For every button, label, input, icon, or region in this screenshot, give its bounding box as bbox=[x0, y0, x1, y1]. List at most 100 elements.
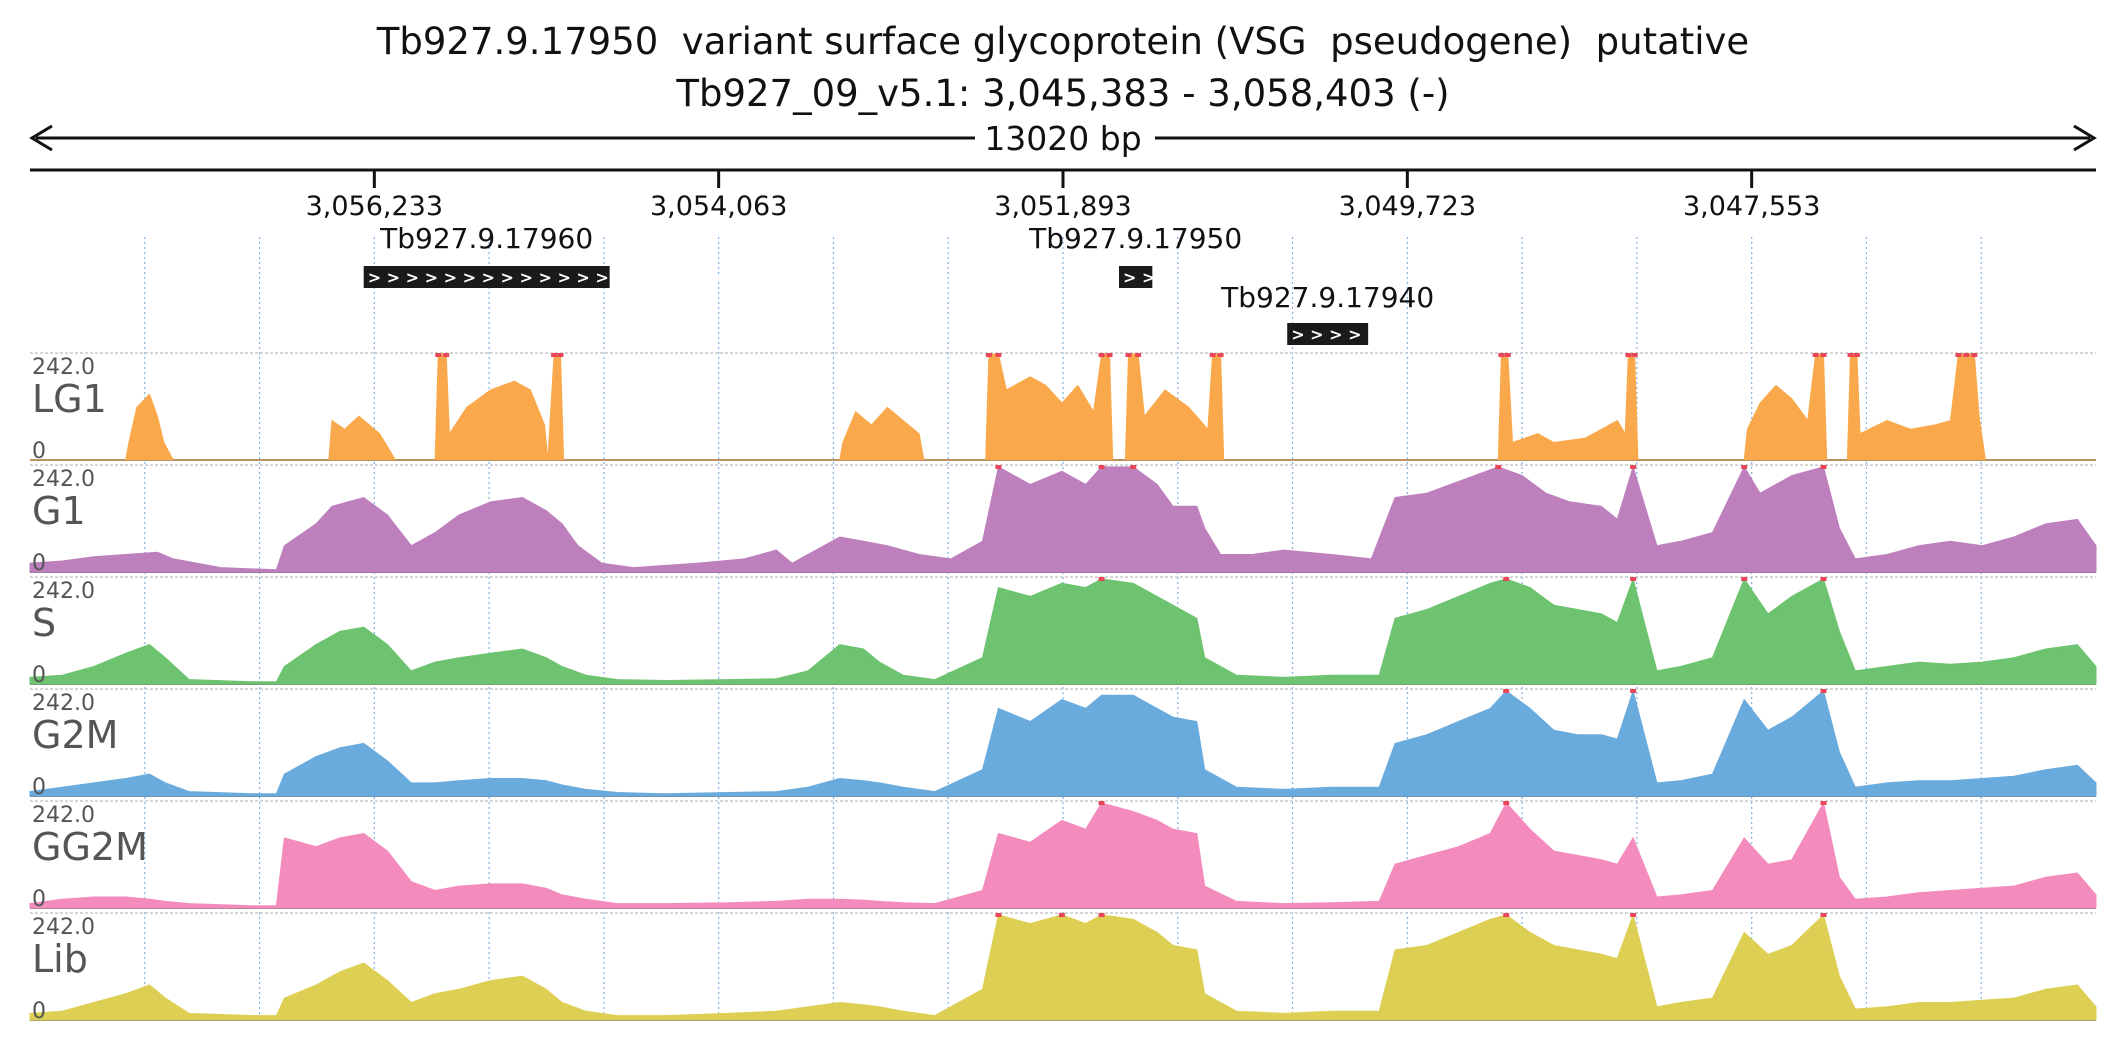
clip-marker bbox=[1630, 913, 1637, 917]
clip-marker bbox=[1955, 353, 1962, 357]
y-max-label: 242.0 bbox=[32, 355, 95, 380]
clip-marker bbox=[1820, 801, 1827, 805]
clip-marker bbox=[1971, 353, 1978, 357]
gene-label: Tb927.9.17940 bbox=[1220, 281, 1434, 314]
clip-marker bbox=[1217, 353, 1224, 357]
clip-marker bbox=[1820, 577, 1827, 581]
clip-marker bbox=[1098, 465, 1105, 469]
x-tick-label: 3,056,233 bbox=[306, 191, 443, 222]
clip-marker bbox=[1741, 465, 1748, 469]
clip-marker bbox=[1503, 577, 1510, 581]
gene-box bbox=[1287, 323, 1369, 345]
clip-marker bbox=[1820, 353, 1827, 357]
span-arrow-left-head bbox=[29, 124, 53, 152]
clip-marker bbox=[995, 913, 1002, 917]
clip-marker bbox=[1853, 353, 1860, 357]
clip-marker bbox=[435, 353, 442, 357]
coverage-area bbox=[29, 913, 2097, 1021]
clip-marker bbox=[1058, 913, 1065, 917]
x-tick-label: 3,047,553 bbox=[1683, 191, 1820, 222]
clip-marker bbox=[1498, 353, 1505, 357]
strand-arrows: > > bbox=[1123, 268, 1155, 287]
clip-marker bbox=[1963, 353, 1970, 357]
y-max-label: 242.0 bbox=[32, 915, 95, 940]
gene-track: Tb927.9.17960 > > > > > > > > > > > > > >… bbox=[363, 222, 1434, 345]
x-tick-label: 3,049,723 bbox=[1339, 191, 1476, 222]
clip-marker bbox=[443, 353, 450, 357]
clip-marker bbox=[1503, 913, 1510, 917]
clip-marker bbox=[1847, 353, 1854, 357]
gene-title: Tb927.9.17950 variant surface glycoprote… bbox=[376, 20, 1750, 63]
clip-marker bbox=[1495, 465, 1502, 469]
locus-label: Tb927_09_v5.1: 3,045,383 - 3,058,403 (-) bbox=[676, 72, 1450, 115]
track-name: LG1 bbox=[32, 377, 107, 421]
gene-label: Tb927.9.17950 bbox=[1028, 222, 1242, 255]
track-name: GG2M bbox=[32, 825, 148, 869]
span-label: 13020 bp bbox=[984, 119, 1141, 158]
clip-marker bbox=[1135, 353, 1142, 357]
strand-arrows: > > > > > > > > > > > > > > > > > > > > bbox=[368, 268, 742, 287]
gene-box bbox=[1119, 266, 1153, 288]
track-gg2m: 242.0 0 GG2M bbox=[29, 800, 2097, 912]
track-name: S bbox=[32, 601, 56, 645]
track-g2m: 242.0 0 G2M bbox=[29, 688, 2097, 800]
clip-marker bbox=[1098, 913, 1105, 917]
span-arrow-right-head bbox=[2073, 124, 2097, 152]
clip-marker bbox=[1625, 353, 1632, 357]
track-g1: 242.0 0 G1 bbox=[29, 464, 2097, 576]
clip-marker bbox=[1098, 801, 1105, 805]
track-name: G2M bbox=[32, 713, 118, 757]
clip-marker bbox=[1812, 353, 1819, 357]
y-max-label: 242.0 bbox=[32, 579, 95, 604]
gene-box bbox=[363, 266, 610, 288]
clip-marker bbox=[995, 465, 1002, 469]
clip-marker bbox=[1741, 577, 1748, 581]
clip-marker bbox=[995, 353, 1002, 357]
gridlines bbox=[144, 237, 1982, 1022]
track-name: Lib bbox=[32, 937, 88, 981]
clip-marker bbox=[1098, 577, 1105, 581]
clip-marker bbox=[1503, 689, 1510, 693]
track-lg1: 242.0 0 LG1 bbox=[30, 352, 2096, 464]
clip-marker bbox=[1130, 465, 1137, 469]
y-min-label: 0 bbox=[32, 887, 46, 912]
coverage-area bbox=[29, 577, 2097, 685]
clip-marker bbox=[1630, 689, 1637, 693]
x-tick-label: 3,051,893 bbox=[994, 191, 1131, 222]
y-min-label: 0 bbox=[32, 551, 46, 576]
gene-label: Tb927.9.17960 bbox=[379, 222, 593, 255]
track-s: 242.0 0 S bbox=[29, 576, 2097, 688]
clip-marker bbox=[1820, 913, 1827, 917]
clip-marker bbox=[1503, 801, 1510, 805]
coverage-tracks: 242.00LG1242.00G1242.00S242.00G2M242.00G… bbox=[29, 352, 2097, 1024]
clip-marker bbox=[551, 353, 558, 357]
coverage-area bbox=[30, 353, 2096, 461]
clip-marker bbox=[1630, 465, 1637, 469]
track-name: G1 bbox=[32, 489, 86, 533]
clip-marker bbox=[1125, 353, 1132, 357]
coverage-area bbox=[29, 465, 2097, 573]
clip-marker bbox=[557, 353, 564, 357]
clip-marker bbox=[1820, 465, 1827, 469]
strand-arrows: > > > > > > bbox=[1291, 325, 1399, 344]
y-min-label: 0 bbox=[32, 439, 46, 464]
track-lib: 242.0 0 Lib bbox=[29, 912, 2097, 1024]
coordinate-axis: 13020 bp 3,056,233 3,054,063 3,051,893 3,049… bbox=[29, 119, 2097, 222]
y-min-label: 0 bbox=[32, 999, 46, 1024]
clip-marker bbox=[1504, 353, 1511, 357]
clip-marker bbox=[1106, 353, 1113, 357]
clip-marker bbox=[1209, 353, 1216, 357]
y-max-label: 242.0 bbox=[32, 691, 95, 716]
clip-marker bbox=[1630, 577, 1637, 581]
clip-marker bbox=[1820, 689, 1827, 693]
coverage-area bbox=[29, 801, 2097, 909]
y-min-label: 0 bbox=[32, 663, 46, 688]
y-max-label: 242.0 bbox=[32, 467, 95, 492]
coverage-area bbox=[29, 689, 2097, 797]
y-min-label: 0 bbox=[32, 775, 46, 800]
x-tick-label: 3,054,063 bbox=[650, 191, 787, 222]
clip-marker bbox=[1098, 353, 1105, 357]
clip-marker bbox=[985, 353, 992, 357]
